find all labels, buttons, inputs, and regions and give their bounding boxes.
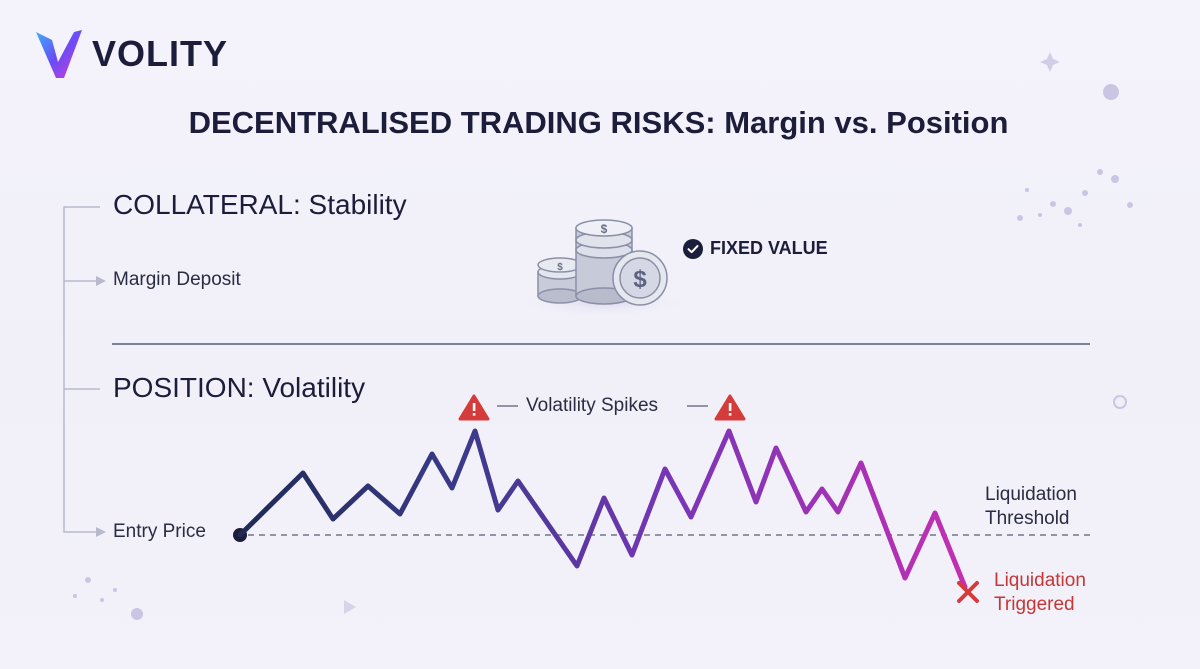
sparkle-icon bbox=[1040, 52, 1060, 72]
triggered-line-2: Triggered bbox=[994, 594, 1075, 615]
position-title: POSITION: Volatility bbox=[113, 372, 366, 403]
brand-logo: VOLITY bbox=[34, 28, 228, 80]
section-bracket bbox=[63, 206, 100, 533]
entry-price-label: Entry Price bbox=[113, 521, 206, 542]
arrow-icon bbox=[96, 276, 106, 286]
check-circle-icon bbox=[683, 238, 703, 259]
svg-text:$: $ bbox=[601, 222, 608, 236]
triggered-line-1: Liquidation bbox=[994, 570, 1086, 591]
svg-text:$: $ bbox=[557, 262, 563, 273]
collateral-title: COLLATERAL: Stability bbox=[113, 189, 407, 220]
threshold-line-1: Liquidation bbox=[985, 484, 1077, 505]
price-path bbox=[237, 428, 968, 590]
arrow-icon bbox=[96, 527, 106, 537]
warning-triangle-icon bbox=[714, 394, 746, 421]
x-mark-icon bbox=[957, 581, 979, 603]
warning-triangle-icon bbox=[458, 394, 490, 421]
volatility-spikes-label: Volatility Spikes bbox=[526, 395, 659, 416]
fixed-value-badge: FIXED VALUE bbox=[683, 238, 828, 259]
fixed-value-text: FIXED VALUE bbox=[710, 238, 828, 258]
volity-logo-icon bbox=[36, 30, 82, 78]
margin-deposit-label: Margin Deposit bbox=[113, 269, 241, 290]
liquidation-triggered-label: Liquidation Triggered bbox=[994, 569, 1086, 617]
liquidation-threshold-label: Liquidation Threshold bbox=[985, 483, 1077, 531]
decorative-dots bbox=[73, 84, 1133, 620]
brand-name: VOLITY bbox=[92, 33, 229, 74]
page-title: DECENTRALISED TRADING RISKS: Margin vs. … bbox=[188, 105, 1009, 140]
coin-stack-icon: $ $ $ bbox=[523, 219, 683, 316]
play-triangle-icon bbox=[344, 600, 356, 614]
threshold-line-2: Threshold bbox=[985, 508, 1070, 529]
svg-text:$: $ bbox=[633, 266, 647, 293]
